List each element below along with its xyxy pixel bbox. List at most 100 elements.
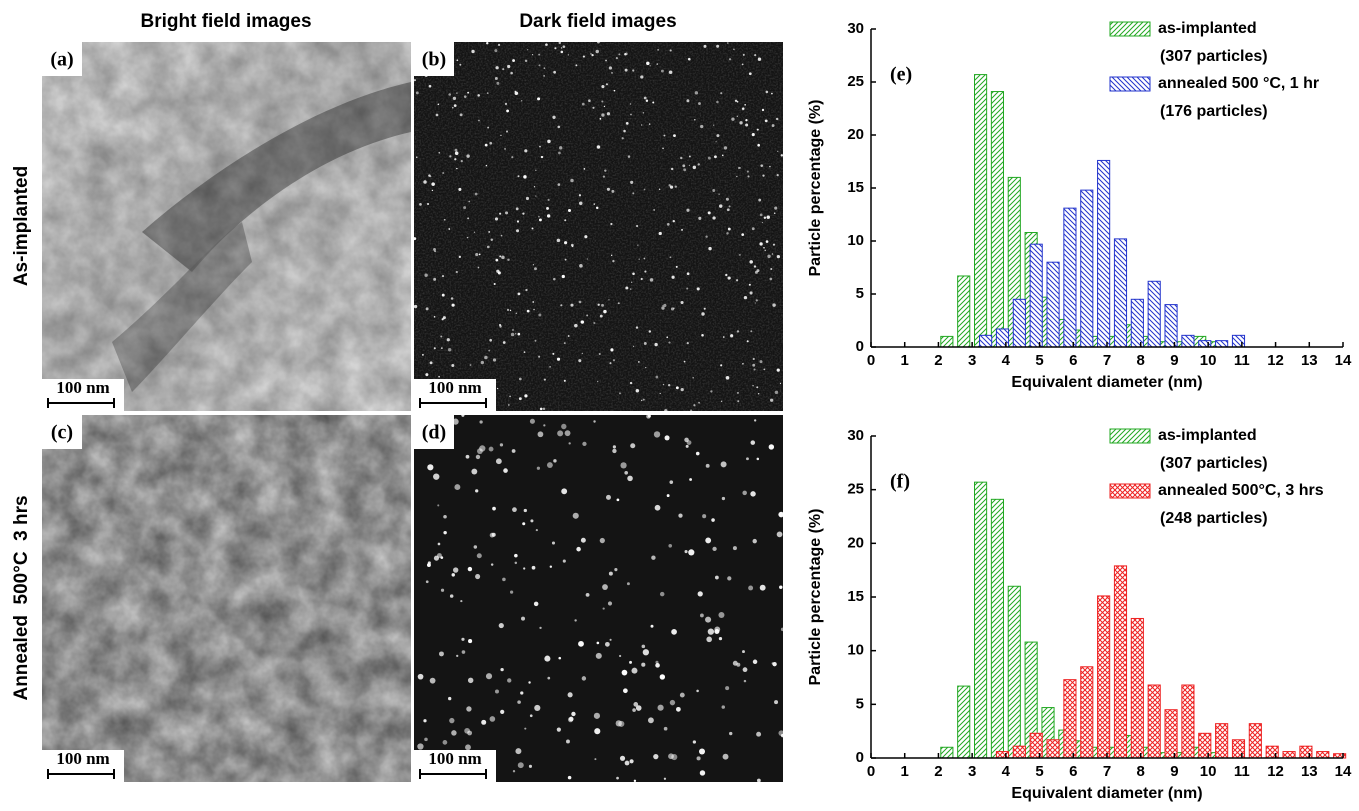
speck xyxy=(485,673,493,680)
speck xyxy=(580,537,586,543)
speck xyxy=(728,205,731,208)
speck xyxy=(486,42,489,45)
speck xyxy=(440,588,445,592)
x-tick-label: 9 xyxy=(1170,352,1178,369)
speck xyxy=(475,573,481,580)
speck xyxy=(529,418,535,424)
speck xyxy=(629,381,633,385)
speck xyxy=(477,94,480,97)
speck xyxy=(477,266,480,269)
speck xyxy=(515,207,519,211)
speck xyxy=(433,347,436,350)
speck xyxy=(473,545,478,549)
speck xyxy=(712,216,716,220)
speck xyxy=(629,103,632,105)
speck xyxy=(763,368,766,371)
speck xyxy=(643,257,646,260)
legend-note: (176 particles) xyxy=(1160,103,1268,120)
speck xyxy=(663,777,667,780)
speck xyxy=(528,764,533,768)
speck xyxy=(746,170,749,173)
speck xyxy=(492,358,497,362)
speck xyxy=(659,674,666,680)
speck xyxy=(659,591,665,597)
speck xyxy=(433,315,436,318)
speck xyxy=(611,72,613,74)
speck xyxy=(637,244,639,246)
speck xyxy=(631,667,638,674)
speck xyxy=(563,379,566,382)
speck xyxy=(488,230,491,233)
speck xyxy=(770,398,774,402)
speck xyxy=(739,121,743,125)
x-tick-label: 8 xyxy=(1137,352,1145,369)
panel-label: (f) xyxy=(890,471,910,493)
speck xyxy=(728,58,732,61)
speck xyxy=(636,225,639,228)
speck xyxy=(606,112,611,116)
speck xyxy=(424,737,428,742)
scale-box xyxy=(42,379,124,411)
bar xyxy=(1147,684,1161,759)
speck xyxy=(494,689,499,694)
speck xyxy=(736,330,740,333)
speck xyxy=(454,484,461,491)
y-tick-label: 30 xyxy=(847,427,864,444)
speck xyxy=(531,53,534,56)
speck xyxy=(452,96,457,101)
speck xyxy=(710,390,713,393)
speck xyxy=(520,691,524,695)
speck xyxy=(504,102,508,106)
speck xyxy=(610,348,614,352)
speck xyxy=(752,538,757,544)
speck xyxy=(560,304,563,307)
x-tick-label: 1 xyxy=(901,763,909,780)
speck xyxy=(489,532,495,538)
column-header: Bright field images xyxy=(140,11,311,32)
speck xyxy=(764,249,766,252)
speck xyxy=(655,375,659,379)
speck xyxy=(429,175,432,178)
speck xyxy=(467,730,473,736)
speck xyxy=(437,103,440,106)
speck xyxy=(705,616,712,623)
speck xyxy=(533,186,536,188)
speck xyxy=(547,198,550,201)
speck xyxy=(696,756,701,761)
speck xyxy=(714,628,720,635)
speck xyxy=(478,253,481,256)
speck xyxy=(520,100,523,102)
speck xyxy=(664,435,670,441)
speck xyxy=(427,203,430,206)
speck xyxy=(552,115,556,119)
speck xyxy=(517,175,520,178)
speck xyxy=(743,295,748,300)
speck xyxy=(421,353,424,356)
speck xyxy=(659,392,661,395)
speck xyxy=(657,704,664,711)
scale-text: 100 nm xyxy=(56,378,109,397)
speck xyxy=(757,778,761,783)
speck xyxy=(512,507,517,513)
speck xyxy=(763,216,767,219)
speck xyxy=(567,717,574,723)
legend-swatch xyxy=(1109,21,1151,37)
speck xyxy=(698,102,701,105)
speck xyxy=(500,234,503,237)
speck xyxy=(605,59,607,62)
speck xyxy=(756,128,759,131)
bar xyxy=(1265,745,1279,759)
speck xyxy=(423,719,427,723)
speck xyxy=(553,70,556,74)
speck xyxy=(510,71,513,75)
speck xyxy=(538,216,540,218)
speck xyxy=(601,113,605,117)
speck xyxy=(455,270,458,274)
speck xyxy=(635,326,639,329)
speck xyxy=(641,124,643,126)
speck xyxy=(633,702,639,707)
speck xyxy=(716,44,720,48)
speck xyxy=(743,679,747,683)
speck xyxy=(663,726,668,731)
legend-note: (307 particles) xyxy=(1160,455,1268,472)
